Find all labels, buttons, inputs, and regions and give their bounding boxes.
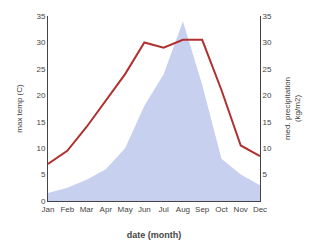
svg-text:10: 10 [36,144,45,153]
svg-text:0: 0 [41,197,46,206]
svg-text:Mar: Mar [80,205,94,214]
svg-text:5: 5 [263,170,268,179]
svg-text:Dec: Dec [253,205,267,214]
svg-text:15: 15 [36,118,45,127]
svg-text:Oct: Oct [215,205,228,214]
svg-text:Jan: Jan [42,205,55,214]
svg-text:30: 30 [36,38,45,47]
svg-text:20: 20 [36,91,45,100]
svg-text:Sep: Sep [195,205,210,214]
svg-text:Nov: Nov [234,205,248,214]
svg-text:15: 15 [263,118,272,127]
svg-text:35: 35 [36,12,45,21]
svg-text:25: 25 [36,65,45,74]
svg-text:Aug: Aug [176,205,190,214]
svg-text:5: 5 [41,170,46,179]
svg-text:Jul: Jul [159,205,169,214]
svg-text:30: 30 [263,38,272,47]
svg-text:Apr: Apr [100,205,113,214]
svg-text:Feb: Feb [60,205,74,214]
svg-text:Jun: Jun [138,205,151,214]
svg-text:10: 10 [263,144,272,153]
svg-text:date (month): date (month) [127,230,182,240]
svg-text:35: 35 [263,12,272,21]
svg-text:25: 25 [263,65,272,74]
svg-text:max temp (C): max temp (C) [15,84,24,133]
svg-text:20: 20 [263,91,272,100]
svg-text:May: May [118,205,133,214]
svg-text:med. precipitation(kg/m2): med. precipitation(kg/m2) [283,77,302,140]
